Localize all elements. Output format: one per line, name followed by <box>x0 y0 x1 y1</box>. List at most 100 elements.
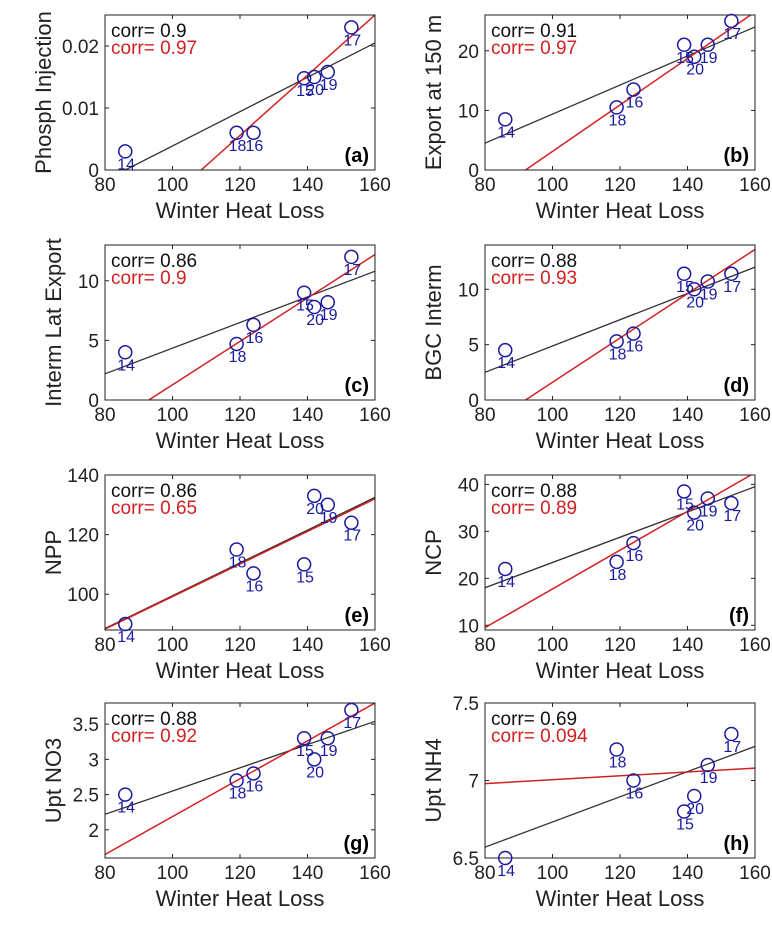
y-axis-label: Export at 150 m <box>421 15 446 170</box>
point-marker <box>246 566 261 581</box>
point-label: 20 <box>306 764 324 781</box>
data-point: 14 <box>497 342 515 372</box>
data-point: 19 <box>700 37 718 67</box>
point-label: 14 <box>497 863 515 880</box>
data-point: 17 <box>343 515 361 545</box>
point-label: 18 <box>229 138 247 155</box>
point-marker <box>307 69 322 85</box>
x-axis-label: Winter Heat Loss <box>536 658 705 683</box>
point-label: 19 <box>700 50 718 67</box>
data-point: 17 <box>723 266 741 296</box>
data-point: 20 <box>686 282 704 311</box>
x-tick-label: 100 <box>537 175 569 196</box>
y-tick-label: 10 <box>458 101 479 122</box>
fit-line-black <box>105 720 375 815</box>
point-marker <box>344 515 359 530</box>
point-marker <box>700 491 715 506</box>
x-tick-label: 160 <box>739 175 771 196</box>
data-point: 14 <box>117 144 135 173</box>
corr-red-label: corr= 0.094 <box>491 726 588 747</box>
data-point: 15 <box>676 484 694 513</box>
panel-a: 80 100 120 140 160 0 0.01 0.02 Winter Heat Loss P… <box>31 11 391 223</box>
point-label: 17 <box>723 26 741 43</box>
point-label: 14 <box>117 800 135 817</box>
point-marker <box>626 535 641 551</box>
fit-line-black <box>124 42 375 170</box>
point-label: 16 <box>626 548 644 565</box>
data-point: 16 <box>626 535 644 565</box>
corr-red-label: corr= 0.9 <box>111 268 187 289</box>
point-label: 19 <box>320 77 338 94</box>
fit-line-black <box>105 270 375 375</box>
y-tick-label: 7 <box>468 772 479 793</box>
data-point: 18 <box>229 336 247 366</box>
point-label: 20 <box>686 62 704 79</box>
fit-line-red <box>105 498 375 630</box>
data-point: 20 <box>686 49 704 79</box>
point-label: 20 <box>686 294 704 311</box>
point-marker <box>498 561 513 577</box>
point-label: 16 <box>246 578 264 595</box>
fit-lines <box>105 253 375 400</box>
point-marker <box>246 125 261 141</box>
x-tick-label: 140 <box>672 635 704 656</box>
y-tick-label: 10 <box>458 616 479 637</box>
corr-black-label: corr= 0.91 <box>491 21 577 42</box>
corr-red-label: corr= 0.92 <box>111 726 197 747</box>
x-axis-label: Winter Heat Loss <box>156 198 325 223</box>
panel-f: 80 100 120 140 160 10 20 30 40 Winter Heat Loss NC… <box>421 474 771 683</box>
data-point: 14 <box>497 850 515 880</box>
point-label: 14 <box>117 156 135 173</box>
x-tick-label: 100 <box>157 863 189 884</box>
point-label: 14 <box>497 574 515 591</box>
point-label: 15 <box>296 83 314 100</box>
data-point: 18 <box>609 100 627 129</box>
data-point: 14 <box>117 616 135 646</box>
fit-line-red <box>485 475 753 629</box>
x-tick-label: 160 <box>359 635 391 656</box>
x-tick-label: 120 <box>604 635 636 656</box>
data-point: 19 <box>320 64 338 94</box>
point-marker <box>609 742 624 757</box>
point-marker <box>626 326 641 341</box>
panel-letter: (f) <box>729 605 749 627</box>
point-marker <box>676 804 692 819</box>
x-tick-label: 140 <box>672 405 704 426</box>
x-axis-label: Winter Heat Loss <box>536 886 705 911</box>
point-marker <box>246 766 261 781</box>
data-point: 15 <box>296 70 314 100</box>
panel-b: 80 100 120 140 160 0 10 20 Winter Heat Loss Expor… <box>421 13 771 223</box>
y-axis-label: NPP <box>41 530 66 575</box>
y-tick-label: 0 <box>88 161 99 182</box>
x-tick-label: 160 <box>739 863 771 884</box>
point-marker <box>498 850 513 866</box>
x-tick-label: 160 <box>739 635 771 656</box>
x-tick-label: 80 <box>474 405 495 426</box>
data-point: 16 <box>246 317 263 347</box>
y-tick-label: 5 <box>88 331 99 352</box>
y-tick-label: 6.5 <box>453 849 479 870</box>
point-label: 19 <box>700 770 718 787</box>
x-tick-label: 160 <box>359 863 391 884</box>
point-label: 18 <box>609 346 627 363</box>
point-marker <box>700 37 715 53</box>
point-marker <box>229 542 244 557</box>
data-point: 15 <box>676 37 694 67</box>
corr-red-label: corr= 0.97 <box>111 38 197 59</box>
point-label: 16 <box>246 138 264 155</box>
y-tick-label: 0 <box>468 161 479 182</box>
point-marker <box>320 294 335 310</box>
x-tick-label: 140 <box>292 863 324 884</box>
y-tick-label: 20 <box>458 42 479 63</box>
data-point: 19 <box>320 294 338 324</box>
y-tick-label: 140 <box>67 466 99 487</box>
data-point: 19 <box>700 757 718 787</box>
corr-black-label: corr= 0.88 <box>491 251 577 272</box>
x-tick-label: 80 <box>94 175 115 196</box>
corr-black-label: corr= 0.86 <box>111 251 197 272</box>
y-tick-label: 5 <box>468 336 479 357</box>
x-tick-label: 120 <box>224 635 256 656</box>
point-label: 20 <box>306 501 324 518</box>
data-point: 17 <box>343 20 361 49</box>
data-point: 16 <box>246 125 264 155</box>
